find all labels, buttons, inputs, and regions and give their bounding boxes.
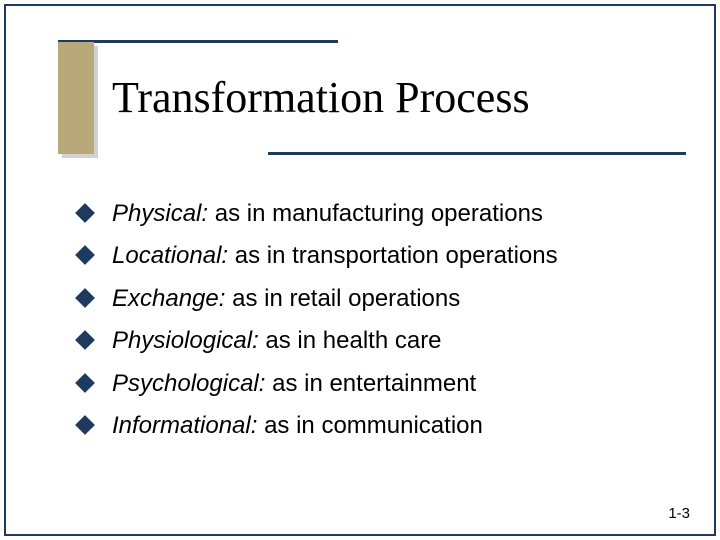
- list-item: Locational: as in transportation operati…: [78, 240, 680, 272]
- bullet-rest: as in manufacturing operations: [208, 200, 543, 227]
- bullet-list: Physical: as in manufacturing operations…: [78, 198, 680, 452]
- diamond-bullet-icon: [75, 373, 95, 393]
- diamond-bullet-icon: [75, 245, 95, 265]
- bullet-text: Physical: as in manufacturing operations: [112, 198, 543, 230]
- title-underline-rule: [268, 152, 686, 155]
- page-number: 1-3: [668, 505, 690, 522]
- bullet-term: Physical:: [112, 200, 208, 227]
- bullet-term: Locational:: [112, 242, 228, 269]
- bullet-term: Exchange:: [112, 285, 225, 312]
- list-item: Physical: as in manufacturing operations: [78, 198, 680, 230]
- bullet-rest: as in entertainment: [265, 370, 476, 397]
- bullet-term: Physiological:: [112, 327, 259, 354]
- bullet-text: Psychological: as in entertainment: [112, 368, 476, 400]
- diamond-bullet-icon: [75, 203, 95, 223]
- list-item: Psychological: as in entertainment: [78, 368, 680, 400]
- bullet-text: Physiological: as in health care: [112, 325, 442, 357]
- list-item: Exchange: as in retail operations: [78, 283, 680, 315]
- accent-corner-block: [58, 42, 94, 154]
- bullet-rest: as in retail operations: [225, 285, 460, 312]
- diamond-bullet-icon: [75, 415, 95, 435]
- bullet-term: Informational:: [112, 412, 257, 439]
- bullet-text: Locational: as in transportation operati…: [112, 240, 558, 272]
- diamond-bullet-icon: [75, 288, 95, 308]
- bullet-rest: as in transportation operations: [228, 242, 558, 269]
- top-rule: [58, 40, 338, 43]
- bullet-rest: as in communication: [257, 412, 482, 439]
- list-item: Physiological: as in health care: [78, 325, 680, 357]
- bullet-text: Informational: as in communication: [112, 410, 483, 442]
- bullet-text: Exchange: as in retail operations: [112, 283, 460, 315]
- bullet-term: Psychological:: [112, 370, 265, 397]
- bullet-rest: as in health care: [259, 327, 442, 354]
- slide-title: Transformation Process: [112, 72, 530, 123]
- list-item: Informational: as in communication: [78, 410, 680, 442]
- diamond-bullet-icon: [75, 330, 95, 350]
